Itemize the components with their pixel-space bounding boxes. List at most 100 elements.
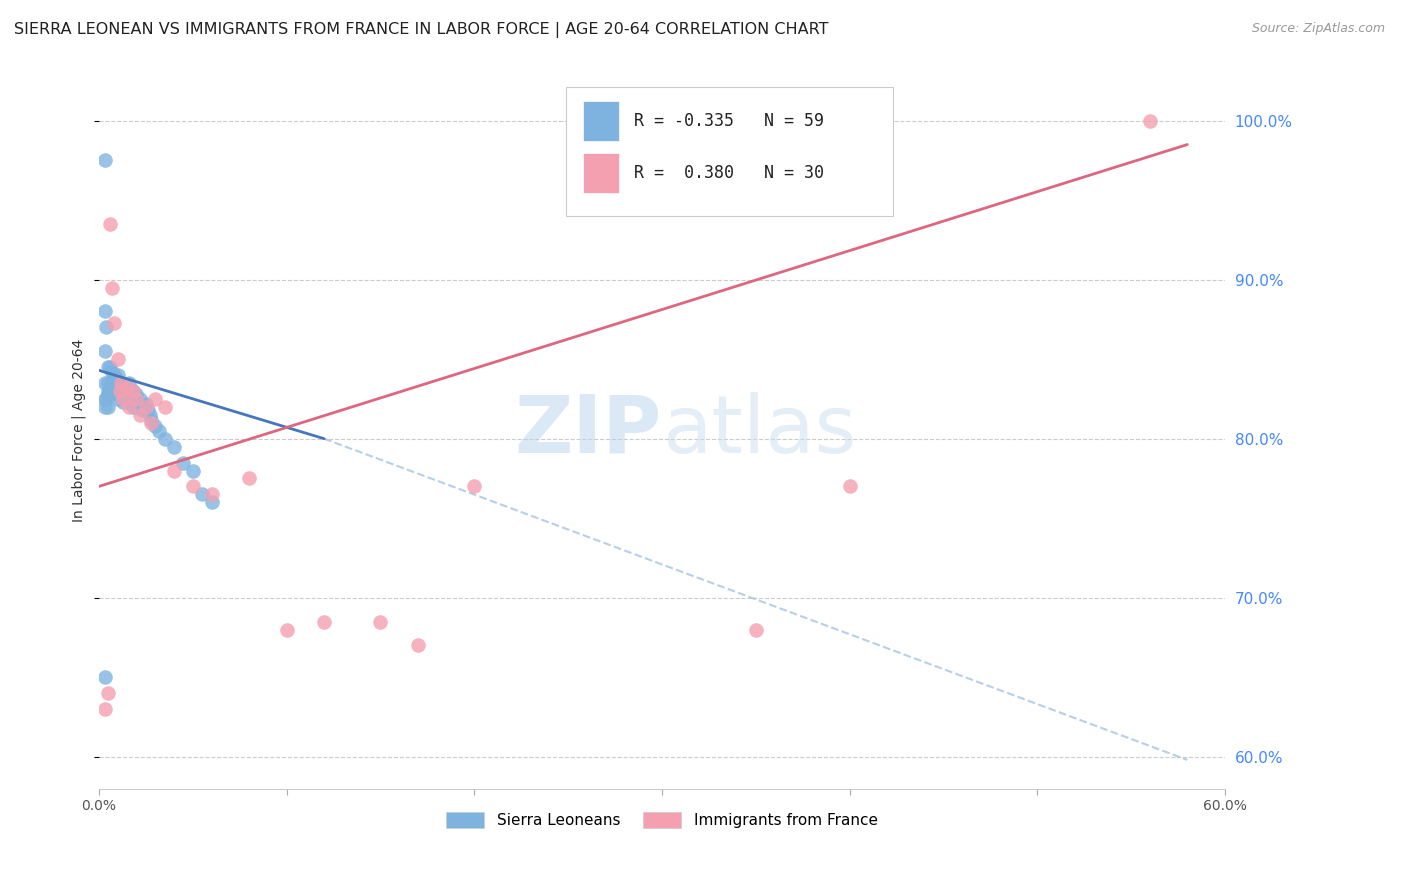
- Legend: Sierra Leoneans, Immigrants from France: Sierra Leoneans, Immigrants from France: [440, 806, 883, 835]
- Point: [96, 392, 118, 406]
- Point: [97, 686, 120, 700]
- Point: [112, 384, 135, 398]
- Text: R =  0.380   N = 30: R = 0.380 N = 30: [634, 164, 824, 182]
- Point: [104, 371, 127, 385]
- Point: [276, 623, 298, 637]
- Point: [93, 376, 115, 390]
- Point: [131, 403, 153, 417]
- Point: [118, 400, 141, 414]
- Point: [112, 392, 135, 406]
- Y-axis label: In Labor Force | Age 20-64: In Labor Force | Age 20-64: [72, 339, 86, 523]
- Point: [97, 400, 120, 414]
- FancyBboxPatch shape: [567, 87, 893, 216]
- Point: [148, 424, 170, 438]
- Point: [125, 387, 148, 401]
- Point: [115, 381, 138, 395]
- Point: [124, 392, 146, 406]
- Point: [838, 479, 860, 493]
- Point: [114, 387, 136, 401]
- Point: [129, 392, 152, 406]
- Point: [107, 368, 129, 383]
- Point: [141, 416, 163, 430]
- Point: [115, 381, 138, 395]
- Point: [107, 392, 129, 406]
- Point: [200, 495, 222, 509]
- Point: [96, 320, 118, 334]
- Point: [93, 400, 115, 414]
- Point: [93, 344, 115, 359]
- Point: [108, 384, 131, 398]
- Point: [141, 412, 163, 426]
- Point: [125, 400, 148, 414]
- Point: [181, 479, 204, 493]
- Point: [191, 487, 214, 501]
- Point: [121, 384, 143, 398]
- Point: [104, 381, 127, 395]
- Point: [163, 463, 186, 477]
- Text: Source: ZipAtlas.com: Source: ZipAtlas.com: [1251, 22, 1385, 36]
- Point: [125, 392, 148, 406]
- Point: [163, 440, 186, 454]
- Point: [110, 376, 132, 390]
- Point: [121, 400, 143, 414]
- Point: [153, 432, 176, 446]
- Point: [238, 471, 260, 485]
- Point: [135, 400, 157, 414]
- Point: [138, 408, 160, 422]
- Point: [112, 395, 135, 409]
- Point: [181, 463, 204, 477]
- Point: [103, 368, 125, 383]
- Point: [200, 487, 222, 501]
- Point: [107, 376, 129, 390]
- Point: [118, 387, 141, 401]
- Point: [93, 304, 115, 318]
- Point: [132, 400, 155, 414]
- Point: [127, 397, 149, 411]
- Point: [98, 384, 121, 398]
- Point: [143, 392, 166, 406]
- Point: [136, 403, 159, 417]
- Point: [120, 392, 142, 406]
- Point: [93, 702, 115, 716]
- Point: [153, 400, 176, 414]
- Point: [1139, 113, 1161, 128]
- Text: atlas: atlas: [662, 392, 856, 470]
- Point: [93, 670, 115, 684]
- Point: [93, 153, 115, 168]
- Point: [107, 352, 129, 367]
- Point: [97, 387, 120, 401]
- Point: [129, 408, 152, 422]
- Point: [463, 479, 485, 493]
- Point: [143, 419, 166, 434]
- Point: [93, 392, 115, 406]
- Point: [104, 387, 127, 401]
- Point: [744, 623, 766, 637]
- Point: [103, 379, 125, 393]
- Point: [98, 217, 121, 231]
- Point: [101, 280, 124, 294]
- Text: R = -0.335   N = 59: R = -0.335 N = 59: [634, 112, 824, 130]
- Point: [97, 384, 120, 398]
- Point: [314, 615, 336, 629]
- Point: [110, 387, 132, 401]
- Point: [101, 376, 124, 390]
- Point: [135, 397, 157, 411]
- Point: [172, 456, 194, 470]
- Point: [97, 360, 120, 375]
- Point: [101, 365, 124, 379]
- Point: [370, 615, 392, 629]
- Text: ZIP: ZIP: [515, 392, 662, 470]
- Point: [115, 392, 138, 406]
- Point: [97, 376, 120, 390]
- Text: SIERRA LEONEAN VS IMMIGRANTS FROM FRANCE IN LABOR FORCE | AGE 20-64 CORRELATION : SIERRA LEONEAN VS IMMIGRANTS FROM FRANCE…: [14, 22, 828, 38]
- Point: [118, 376, 141, 390]
- Point: [108, 381, 131, 395]
- Point: [110, 376, 132, 390]
- Point: [121, 384, 143, 398]
- Point: [406, 639, 429, 653]
- Point: [107, 384, 129, 398]
- Point: [98, 360, 121, 375]
- Bar: [583, 102, 619, 141]
- Bar: [583, 153, 619, 193]
- Point: [103, 316, 125, 330]
